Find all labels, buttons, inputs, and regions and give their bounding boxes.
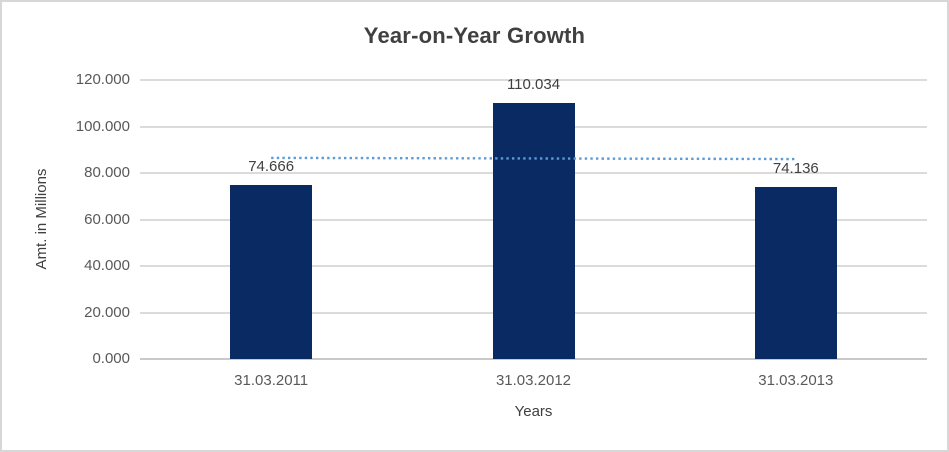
bar [492, 103, 575, 359]
bar [230, 185, 313, 359]
x-tick-label: 31.03.2012 [495, 372, 572, 389]
y-tick-label: 40.000 [84, 257, 130, 274]
y-tick-label: 60.000 [84, 210, 130, 228]
bar-data-label: 74.136 [772, 159, 819, 177]
x-axis-title: Years [514, 403, 553, 420]
y-tick-label: 100.000 [75, 117, 130, 135]
bar-data-label: 74.666 [248, 158, 295, 176]
x-axis-line [140, 358, 927, 360]
x-tick-label: 31.03.2011 [234, 372, 309, 389]
bar [754, 186, 837, 359]
bar-data-label: 110.034 [506, 76, 561, 94]
y-tick-label: 120.000 [75, 71, 130, 88]
gridline [140, 79, 927, 81]
chart-title: Year-on-Year Growth [363, 23, 586, 48]
trendline [271, 156, 796, 161]
y-tick-label: 80.000 [84, 164, 130, 181]
y-tick-label: 20.000 [84, 303, 130, 321]
y-tick-label: 0.000 [92, 350, 130, 367]
x-tick-label: 31.03.2013 [758, 372, 834, 389]
plot-area [140, 79, 927, 360]
